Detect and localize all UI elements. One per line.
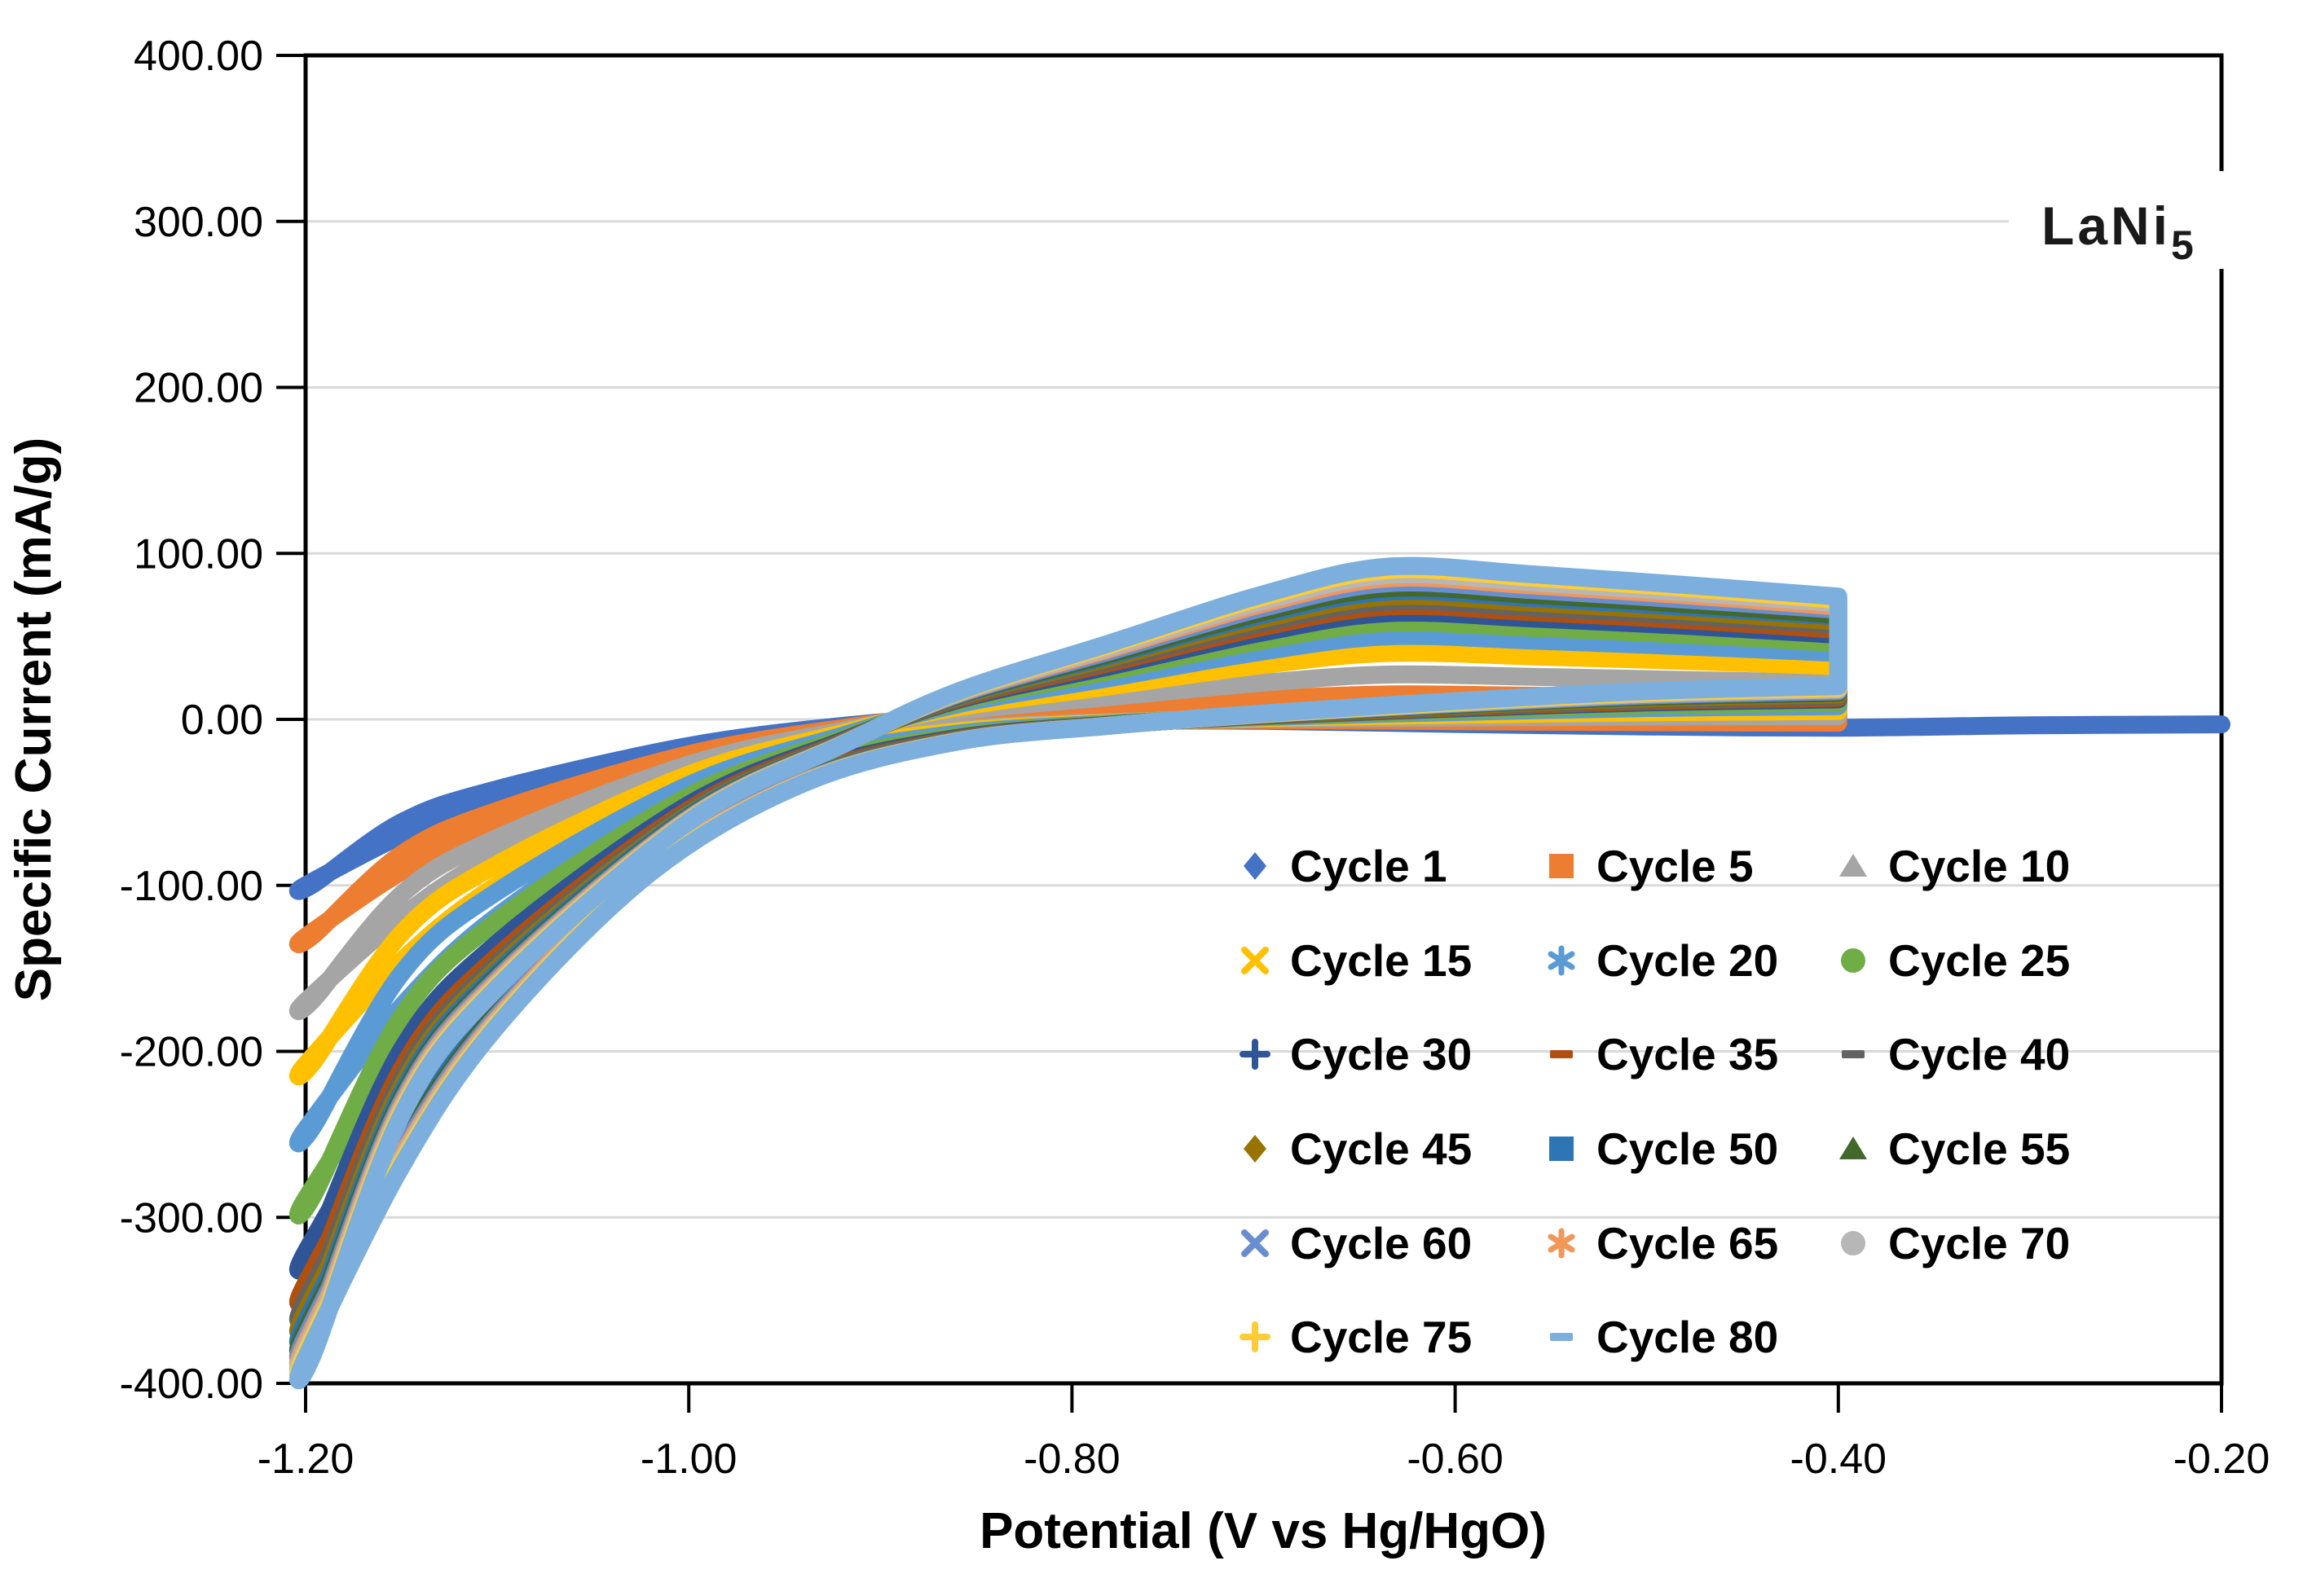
legend: Cycle 1 Cycle 5 Cycle 10 Cycle 15 Cycle 20 Cy… <box>1240 841 2070 1362</box>
legend-item-cycle-65: Cycle 65 <box>1548 1218 1778 1268</box>
y-tick-label: -400.00 <box>120 1361 263 1408</box>
chart-title-box <box>2009 171 2237 269</box>
y-tick-label: 300.00 <box>134 199 263 246</box>
x-tick-label: -0.60 <box>1407 1436 1504 1483</box>
legend-item-cycle-70: Cycle 70 <box>1841 1218 2070 1268</box>
legend-label: Cycle 75 <box>1290 1312 1472 1362</box>
legend-marker-square-icon <box>1549 1137 1574 1161</box>
legend-label: Cycle 70 <box>1888 1218 2070 1268</box>
x-axis-title: Potential (V vs Hg/HgO) <box>980 1503 1547 1559</box>
legend-item-cycle-35: Cycle 35 <box>1550 1029 1778 1079</box>
legend-label: Cycle 20 <box>1596 935 1778 986</box>
x-tick-label: -1.00 <box>641 1436 738 1483</box>
legend-label: Cycle 60 <box>1290 1218 1472 1268</box>
legend-item-cycle-1: Cycle 1 <box>1244 841 1447 891</box>
legend-label: Cycle 10 <box>1888 841 2070 891</box>
legend-label: Cycle 35 <box>1596 1029 1778 1079</box>
legend-label: Cycle 55 <box>1888 1123 2070 1174</box>
legend-marker-dash-icon <box>1550 1050 1573 1058</box>
legend-item-cycle-30: Cycle 30 <box>1240 1029 1472 1079</box>
x-tick-label: -0.20 <box>2173 1436 2270 1483</box>
legend-item-cycle-60: Cycle 60 <box>1241 1218 1472 1268</box>
legend-marker-x-icon <box>1241 1229 1269 1257</box>
legend-item-cycle-40: Cycle 40 <box>1842 1029 2070 1079</box>
legend-marker-triangle-icon <box>1839 854 1867 877</box>
y-axis-title: Specific Current (mA/g) <box>6 437 62 1001</box>
legend-marker-asterisk-icon <box>1548 951 1575 970</box>
y-tick-label: -200.00 <box>120 1029 263 1076</box>
legend-label: Cycle 65 <box>1596 1218 1778 1268</box>
legend-marker-triangle-icon <box>1839 1137 1867 1159</box>
legend-item-cycle-25: Cycle 25 <box>1841 935 2070 986</box>
legend-item-cycle-5: Cycle 5 <box>1549 841 1754 891</box>
legend-label: Cycle 15 <box>1290 935 1472 986</box>
legend-marker-circle-icon <box>1841 948 1865 973</box>
x-tick-label: -0.80 <box>1024 1436 1121 1483</box>
legend-label: Cycle 25 <box>1888 935 2070 986</box>
series-cycle-80 <box>288 556 1847 1390</box>
axis-tick-labels: -1.20 -1.00 -0.80 -0.60 -0.40 -0.20 400.00 300.… <box>120 33 2270 1483</box>
legend-marker-asterisk-icon <box>1548 1233 1575 1253</box>
legend-marker-dash-icon <box>1550 1333 1573 1341</box>
legend-item-cycle-10: Cycle 10 <box>1839 841 2070 891</box>
legend-label: Cycle 40 <box>1888 1029 2070 1079</box>
legend-item-cycle-20: Cycle 20 <box>1548 935 1778 986</box>
legend-item-cycle-15: Cycle 15 <box>1241 935 1472 986</box>
legend-item-cycle-75: Cycle 75 <box>1240 1312 1472 1362</box>
legend-label: Cycle 50 <box>1596 1123 1778 1174</box>
legend-item-cycle-80: Cycle 80 <box>1550 1312 1778 1362</box>
legend-label: Cycle 80 <box>1596 1312 1778 1362</box>
legend-marker-circle-icon <box>1841 1231 1865 1255</box>
chart-title: LaNi5 <box>2041 196 2197 268</box>
legend-item-cycle-55: Cycle 55 <box>1839 1123 2070 1174</box>
legend-marker-dash-icon <box>1842 1050 1865 1058</box>
legend-item-cycle-45: Cycle 45 <box>1244 1123 1472 1174</box>
y-tick-label: 100.00 <box>134 530 263 578</box>
y-tick-label: -300.00 <box>120 1194 263 1242</box>
legend-label: Cycle 30 <box>1290 1029 1472 1079</box>
x-tick-label: -1.20 <box>258 1436 354 1483</box>
y-tick-label: -100.00 <box>120 863 263 910</box>
data-series <box>288 556 2230 1390</box>
y-tick-label: 400.00 <box>134 33 263 80</box>
legend-marker-x-icon <box>1241 947 1269 974</box>
legend-label: Cycle 1 <box>1290 841 1447 891</box>
y-tick-label: 0.00 <box>181 697 263 744</box>
legend-marker-diamond-icon <box>1244 1135 1266 1163</box>
legend-item-cycle-50: Cycle 50 <box>1549 1123 1778 1174</box>
legend-label: Cycle 45 <box>1290 1123 1472 1174</box>
legend-marker-diamond-icon <box>1244 852 1266 880</box>
x-tick-label: -0.40 <box>1790 1436 1887 1483</box>
legend-marker-square-icon <box>1549 854 1574 878</box>
y-tick-label: 200.00 <box>134 365 263 412</box>
legend-label: Cycle 5 <box>1596 841 1754 891</box>
